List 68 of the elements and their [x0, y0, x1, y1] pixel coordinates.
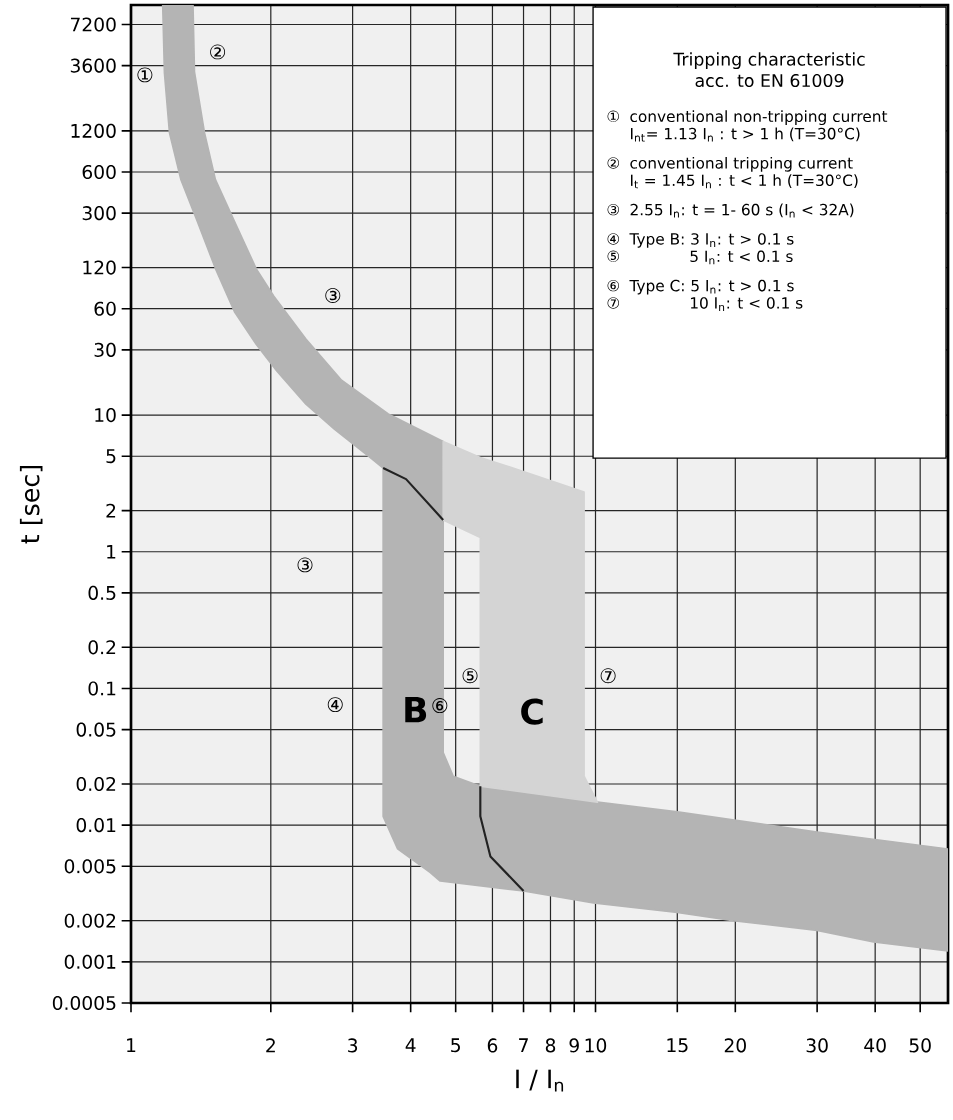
text: acc. to EN 61009: [695, 73, 844, 88]
y-tick-label: 0.0005: [52, 995, 116, 1011]
x-tick-label: 4: [405, 1038, 416, 1052]
x-tick-label: 3: [348, 1038, 358, 1053]
y-tick-label: 0.005: [64, 859, 116, 874]
annotation: ③: [297, 557, 313, 573]
y-tick-label: 30: [94, 342, 116, 357]
x-tick-label: 9: [569, 1038, 579, 1053]
annotation: 5 I$_{n}$: t < 0.1 s: [690, 250, 793, 265]
y-tick-label: 7200: [70, 17, 116, 32]
annotation: ①: [607, 110, 620, 123]
x-tick-label: 7: [519, 1038, 528, 1052]
annotation: Type B: 3 I$_{n}$: t > 0.1 s: [629, 233, 794, 248]
annotation: ④: [327, 697, 343, 713]
y-tick-label: 0.05: [76, 722, 116, 737]
annotation: conventional tripping current: [630, 156, 853, 172]
annotation: ⑦: [607, 297, 620, 309]
y-tick-label: 2: [106, 503, 116, 518]
y-tick-label: 3600: [70, 58, 116, 73]
x-tick-label: 10: [585, 1038, 607, 1053]
annotation: ②: [210, 44, 226, 60]
annotation: ③: [325, 287, 341, 303]
y-tick-label: 60: [94, 301, 116, 316]
chart-title: Tripping characteristic: [673, 52, 865, 70]
y-tick-label: 0.2: [88, 640, 116, 655]
x-tick-label: 8: [545, 1038, 556, 1053]
y-tick-label: 1200: [71, 123, 116, 138]
annotation: C: [521, 698, 543, 725]
y-tick-label: 600: [82, 164, 116, 180]
x-tick-label: 30: [806, 1038, 828, 1053]
annotation: B: [405, 696, 427, 723]
annotation: ③: [607, 203, 620, 216]
y-tick-label: 0.001: [64, 954, 116, 969]
x-tick-label: 15: [667, 1038, 688, 1053]
y-tick-label: 0.002: [64, 913, 116, 928]
annotation: ②: [607, 157, 620, 169]
x-tick-label: 2: [266, 1038, 275, 1053]
annotation: ⑥: [432, 698, 448, 714]
y-tick-label: 120: [83, 260, 116, 275]
y-tick-label: 0.01: [76, 818, 116, 833]
y-tick-label: 300: [82, 206, 116, 221]
y-tick-label: 0.1: [88, 681, 116, 696]
annotation: ⑦: [600, 668, 616, 684]
annotation: 2.55 I$_{n}$: t = 1- 60 s (I$_{n}$ < 32A): [630, 203, 854, 218]
annotation: I$_{nt}$= 1.13 I$_{n}$ : t > 1 h (T=30°C): [630, 127, 860, 142]
line-series: [479, 785, 525, 893]
x-tick-label: 40: [864, 1038, 886, 1053]
x-axis-title: I / I$_{n}$: [516, 1069, 564, 1092]
annotation: ⑥: [607, 279, 620, 292]
annotation: ⑤: [607, 250, 620, 263]
y-tick-label: 0.5: [88, 585, 116, 600]
annotation: conventional non-tripping current: [630, 110, 888, 126]
y-tick-label: 5: [106, 449, 116, 464]
y-tick-label: 0.02: [76, 776, 116, 792]
annotation: ④: [607, 233, 620, 245]
y-axis-title: t [sec]: [19, 465, 43, 544]
annotation: I$_{t}$ = 1.45 I$_{n}$ : t < 1 h (T=30°C): [630, 174, 858, 189]
y-tick-label: 10: [95, 408, 116, 423]
annotation: Type C: 5 I$_{n}$: t > 0.1 s: [629, 279, 794, 295]
y-tick-label: 1: [107, 544, 116, 559]
x-tick-label: 5: [451, 1038, 460, 1053]
x-tick-label: 20: [724, 1038, 746, 1053]
annotation: ①: [137, 67, 153, 83]
annotation: ⑤: [462, 668, 478, 684]
x-tick-label: 1: [127, 1038, 136, 1052]
x-tick-label: 6: [487, 1038, 498, 1053]
x-tick-label: 50: [909, 1038, 931, 1053]
annotation: 10 I$_{n}$: t < 0.1 s: [690, 297, 803, 311]
